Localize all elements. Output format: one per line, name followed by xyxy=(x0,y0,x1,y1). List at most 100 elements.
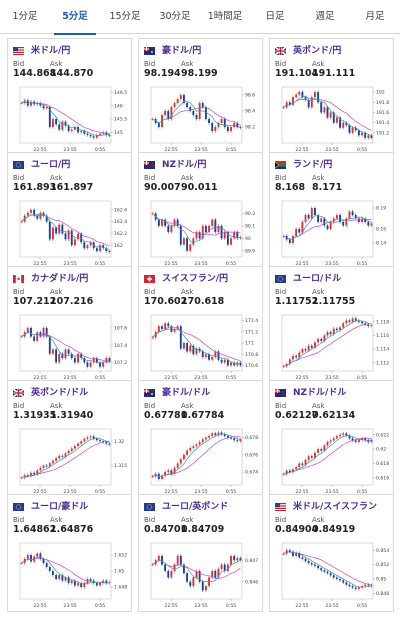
candlestick-chart[interactable]: 22:55 23:55 0:55 0.622 0.62 0.618 0.616 xyxy=(275,425,390,495)
rate-card[interactable]: ユーロ/英ポンド Bid Ask 0.84701 0.84709 22:55 23… xyxy=(138,494,263,612)
rate-card[interactable]: NZドル/円 Bid Ask 90.007 90.011 22:55 23:55 0… xyxy=(138,152,263,270)
rate-card[interactable]: ランド/円 Bid Ask 8.168 8.171 22:55 23:55 0:55… xyxy=(269,152,394,270)
candlestick-chart[interactable]: 22:55 23:55 0:55 1.652 1.65 1.648 xyxy=(13,539,128,609)
candle-body xyxy=(157,219,160,226)
y-tick-label: 0.678 xyxy=(245,435,258,441)
candlestick-chart[interactable]: 22:55 23:55 0:55 1.118 1.116 1.114 1.112 xyxy=(275,311,390,381)
eu-flag-icon xyxy=(275,275,286,283)
rate-card[interactable]: 豪ドル/円 Bid Ask 98.194 98.199 22:55 23:55 0:… xyxy=(138,38,263,156)
tab-label: 月足 xyxy=(365,11,385,22)
y-tick-label: 107.4 xyxy=(114,343,127,349)
candle-body xyxy=(20,563,23,564)
candle-body xyxy=(307,560,310,564)
y-tick-label: 192 xyxy=(376,90,385,96)
rate-card[interactable]: 豪ドル/ドル Bid Ask 0.67781 0.67784 22:55 23:5… xyxy=(138,380,263,498)
pair-name-link[interactable]: ユーロ/英ポンド xyxy=(162,502,229,512)
candle-body xyxy=(33,209,36,216)
ma-long-line xyxy=(152,213,241,236)
candlestick-chart[interactable]: 22:55 23:55 0:55 107.6 107.4 107.2 xyxy=(13,311,128,381)
candle-body xyxy=(236,232,239,239)
ask-label: Ask xyxy=(181,516,194,524)
candle-body xyxy=(217,568,220,578)
candle-body xyxy=(348,435,351,439)
ask-value: 144.870 xyxy=(50,68,94,79)
rate-card[interactable]: 米ドル/円 Bid Ask 144.868 144.870 22:55 23:55… xyxy=(7,38,132,156)
pair-name-link[interactable]: 豪ドル/円 xyxy=(162,46,202,56)
pair-name-link[interactable]: ユーロ/ドル xyxy=(293,274,342,284)
candle-body xyxy=(342,323,345,328)
candle-body xyxy=(99,133,101,135)
ma-short-line xyxy=(283,215,372,240)
bid-label: Bid xyxy=(275,288,287,296)
candle-body xyxy=(288,550,291,552)
candle-body xyxy=(220,564,223,569)
rate-card[interactable]: ユーロ/ドル Bid Ask 1.11752 1.11755 22:55 23:5… xyxy=(269,266,394,384)
candlestick-chart[interactable]: 22:55 23:55 0:55 98.6 98.4 98.2 xyxy=(144,83,259,153)
tab-6[interactable]: 日足 xyxy=(250,0,300,34)
candlestick-chart[interactable]: 22:55 23:55 0:55 146.5 146 145.5 145 xyxy=(13,83,128,153)
rate-card[interactable]: 英ポンド/ドル Bid Ask 1.31935 1.31940 22:55 23:… xyxy=(7,380,132,498)
y-tick-label: 107.2 xyxy=(114,360,127,366)
tab-1[interactable]: 1分足 xyxy=(0,0,50,34)
plot-area xyxy=(281,428,374,486)
candle-body xyxy=(339,434,341,437)
pair-name-link[interactable]: 英ポンド/ドル xyxy=(31,388,89,398)
candlestick-chart[interactable]: 22:55 23:55 0:55 8.19 8.16 8.14 xyxy=(275,197,390,267)
candlestick-chart[interactable]: 22:55 23:55 0:55 0.847 0.846 xyxy=(144,539,259,609)
x-tick-label: 0:55 xyxy=(226,375,236,381)
pair-name-link[interactable]: 米ドル/円 xyxy=(31,46,71,56)
bid-label: Bid xyxy=(144,288,156,296)
rate-card[interactable]: ユーロ/豪ドル Bid Ask 1.64862 1.64876 22:55 23:… xyxy=(7,494,132,612)
rate-card[interactable]: 米ドル/スイスフラン Bid Ask 0.84904 0.84919 22:55… xyxy=(269,494,394,612)
candle-body xyxy=(323,570,326,572)
rate-card[interactable]: ユーロ/円 Bid Ask 161.893 161.897 22:55 23:55… xyxy=(7,152,132,270)
candlestick-chart[interactable]: 22:55 23:55 0:55 1.32 1.315 xyxy=(13,425,128,495)
candle-body xyxy=(164,564,167,571)
candle-body xyxy=(226,564,229,571)
tab-5[interactable]: 1時間足 xyxy=(200,0,250,34)
pair-name-link[interactable]: NZドル/円 xyxy=(162,160,207,170)
pair-name-link[interactable]: スイスフラン/円 xyxy=(162,274,229,284)
bid-label: Bid xyxy=(275,402,287,410)
candle-body xyxy=(64,453,67,457)
y-tick-label: 0.847 xyxy=(245,558,258,564)
pair-name-link[interactable]: NZドル/ドル xyxy=(293,388,347,398)
active-tab-indicator xyxy=(54,33,96,35)
tab-4[interactable]: 30分足 xyxy=(150,0,200,34)
candlestick-chart[interactable]: 22:55 23:55 0:55 162.6 162.4 162.2 162 xyxy=(13,197,128,267)
y-tick-label: 90.2 xyxy=(245,211,255,217)
pair-name-link[interactable]: 英ポンド/円 xyxy=(293,46,342,56)
rate-card[interactable]: 英ポンド/円 Bid Ask 191.104 191.111 22:55 23:5… xyxy=(269,38,394,156)
candlestick-chart[interactable]: 22:55 23:55 0:55 0.854 0.852 0.85 0.848 xyxy=(275,539,390,609)
rate-card[interactable]: NZドル/ドル Bid Ask 0.62127 0.62134 22:55 23:… xyxy=(269,380,394,498)
candle-body xyxy=(370,325,373,327)
bid-value: 1.64862 xyxy=(13,524,57,535)
candle-body xyxy=(208,354,210,360)
pair-name-link[interactable]: ユーロ/円 xyxy=(31,160,71,170)
pair-name-link[interactable]: 豪ドル/ドル xyxy=(162,388,211,398)
candlestick-chart[interactable]: 22:55 23:55 0:55 90.2 90.1 90 89.9 xyxy=(144,197,259,267)
candlestick-chart[interactable]: 22:55 23:55 0:55 192 191.8 191.6 191.4 191.2 xyxy=(275,83,390,153)
candlestick-chart[interactable]: 22:55 23:55 0:55 0.678 0.676 0.674 xyxy=(144,425,259,495)
candle-body xyxy=(201,439,204,442)
pair-name-link[interactable]: ランド/円 xyxy=(293,160,333,170)
tab-8[interactable]: 月足 xyxy=(350,0,400,34)
rate-card[interactable]: カナダドル/円 Bid Ask 107.212 107.216 22:55 23:… xyxy=(7,266,132,384)
tab-3[interactable]: 15分足 xyxy=(100,0,150,34)
plot-area xyxy=(150,200,243,258)
pair-name-link[interactable]: カナダドル/円 xyxy=(31,274,89,284)
candle-body xyxy=(236,558,239,561)
tab-7[interactable]: 週足 xyxy=(300,0,350,34)
nz-flag-icon xyxy=(144,161,155,169)
pair-name-link[interactable]: ユーロ/豪ドル xyxy=(31,502,89,512)
tab-2[interactable]: 5分足 xyxy=(50,0,100,35)
candle-body xyxy=(161,326,163,329)
x-tick-label: 0:55 xyxy=(226,147,236,153)
y-tick-label: 145 xyxy=(114,130,123,136)
tab-label: 15分足 xyxy=(109,11,141,22)
candlestick-chart[interactable]: 22:55 23:55 0:55 171.4 171.2 171 170.8 170.6 xyxy=(144,311,259,381)
ask-value: 0.84709 xyxy=(181,524,225,535)
pair-name-link[interactable]: 米ドル/スイスフラン xyxy=(293,502,378,512)
rate-card[interactable]: スイスフラン/円 Bid Ask 170.602 170.618 22:55 23… xyxy=(138,266,263,384)
candle-body xyxy=(230,362,232,366)
